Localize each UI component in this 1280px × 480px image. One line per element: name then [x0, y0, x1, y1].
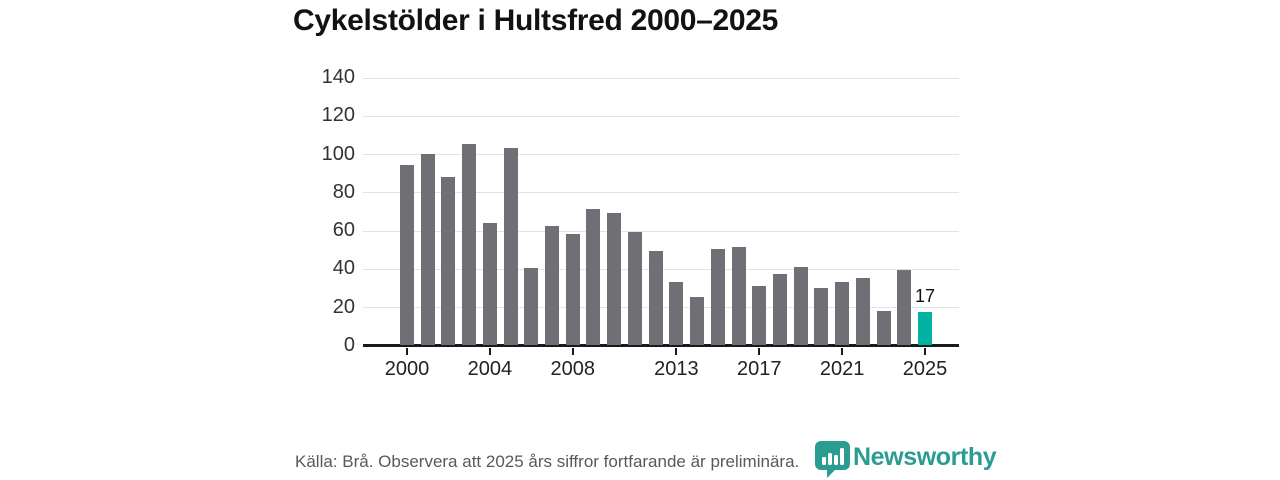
bar-2009 — [586, 209, 601, 345]
y-axis: 0 20 40 60 80 100 120 140 — [285, 66, 355, 356]
x-axis-labels: 2000 2004 2008 2013 2017 2021 2025 — [363, 358, 959, 386]
bar-2013 — [669, 281, 684, 345]
y-axis-label-140: 140 — [321, 66, 355, 88]
bar-2021 — [835, 281, 850, 345]
bar-chart-plot-area: 17 — [363, 77, 959, 355]
bar-2004 — [482, 222, 497, 345]
bar-2017 — [752, 285, 767, 345]
bar-2022 — [855, 278, 870, 345]
x-axis-label-2000: 2000 — [384, 358, 430, 380]
bar-2006 — [524, 268, 539, 345]
x-axis-tick-2021 — [841, 348, 844, 355]
bar-2016 — [731, 247, 746, 345]
x-axis-line — [363, 344, 959, 347]
bar-2003 — [462, 144, 477, 345]
source-note: Källa: Brå. Observera att 2025 års siffr… — [295, 452, 800, 471]
x-axis-tick-2025 — [924, 348, 926, 355]
y-axis-label-80: 80 — [332, 180, 355, 203]
y-axis-label-40: 40 — [332, 257, 355, 280]
x-axis-tick-2017 — [758, 348, 761, 355]
bar-2000 — [400, 165, 414, 345]
newsworthy-wordmark: Newsworthy — [853, 443, 997, 471]
x-axis-label-2008: 2008 — [550, 358, 596, 380]
x-axis-tick-2013 — [675, 348, 678, 355]
bar-2019 — [793, 266, 808, 345]
gridline-80 — [363, 192, 959, 194]
gridline-120 — [363, 115, 959, 117]
y-axis-label-100: 100 — [321, 142, 355, 165]
y-axis-label-0: 0 — [343, 334, 355, 356]
y-axis-label-20: 20 — [332, 295, 355, 318]
x-axis-label-2021: 2021 — [819, 358, 865, 380]
x-axis-tick-2008 — [571, 348, 574, 355]
gridline-60 — [363, 230, 959, 232]
bar-2020 — [814, 287, 829, 345]
bar-2014 — [690, 297, 705, 345]
bar-2023 — [876, 310, 891, 345]
x-axis-label-2017: 2017 — [736, 358, 782, 380]
chart-title: Cykelstölder i Hultsfred 2000–2025 — [293, 4, 779, 37]
y-axis-label-60: 60 — [332, 219, 355, 242]
bar-2002 — [441, 176, 456, 345]
bar-2001 — [420, 153, 435, 345]
bar-2024 — [897, 270, 912, 345]
gridline-100 — [363, 154, 959, 156]
x-axis-label-2025: 2025 — [902, 358, 948, 380]
x-axis-label-2013: 2013 — [654, 358, 699, 380]
gridline-140 — [363, 77, 959, 79]
x-axis-label-2004: 2004 — [467, 358, 513, 380]
bar-2012 — [648, 251, 663, 345]
bar-2025 — [918, 312, 932, 345]
newsworthy-logo-icon — [814, 440, 851, 480]
y-axis-label-120: 120 — [321, 104, 355, 127]
x-axis-tick-2000 — [406, 348, 408, 355]
bar-2011 — [627, 232, 642, 345]
bar-2008 — [565, 233, 580, 345]
bar-2010 — [607, 212, 622, 345]
x-axis-tick-2004 — [488, 348, 491, 355]
bar-2005 — [503, 147, 518, 345]
bar-2018 — [772, 274, 787, 345]
newsworthy-logo[interactable]: Newsworthy — [814, 440, 997, 480]
bar-2007 — [545, 226, 560, 345]
bar-2015 — [710, 249, 725, 345]
bar-value-label-2025: 17 — [914, 286, 936, 307]
